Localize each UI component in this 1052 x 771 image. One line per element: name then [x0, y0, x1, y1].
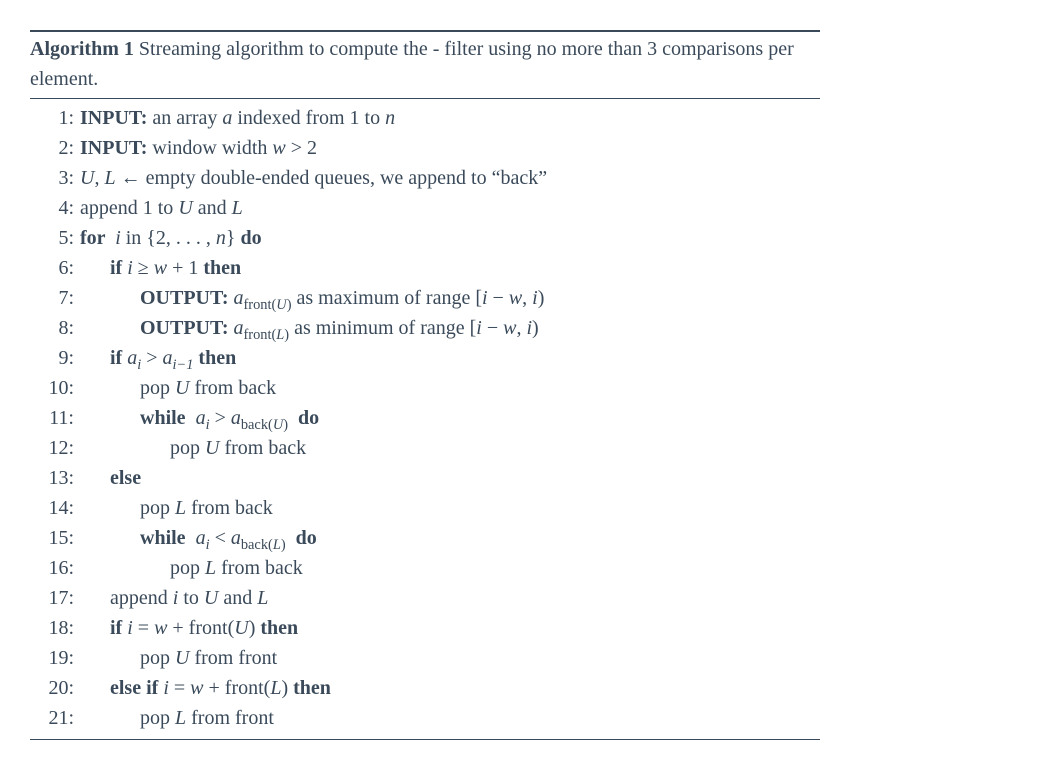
- line-number: 14:: [30, 493, 80, 523]
- algorithm-line: 4:append 1 to U and L: [30, 193, 820, 223]
- algorithm-line: 19:pop U from front: [30, 643, 820, 673]
- line-number: 1:: [30, 103, 80, 133]
- line-content: pop L from back: [80, 493, 273, 523]
- algorithm-line: 12:pop U from back: [30, 433, 820, 463]
- line-number: 2:: [30, 133, 80, 163]
- algorithm-line: 11:while ai > aback(U) do: [30, 403, 820, 433]
- algorithm-caption: Algorithm 1 Streaming algorithm to compu…: [30, 32, 820, 98]
- algorithm-block: Algorithm 1 Streaming algorithm to compu…: [30, 30, 820, 740]
- line-content: INPUT: window width w > 2: [80, 133, 317, 163]
- algorithm-line: 10:pop U from back: [30, 373, 820, 403]
- line-content: OUTPUT: afront(L) as minimum of range [i…: [80, 313, 539, 343]
- line-number: 10:: [30, 373, 80, 403]
- algorithm-line: 1:INPUT: an array a indexed from 1 to n: [30, 103, 820, 133]
- caption-text-1: Streaming algorithm to compute the: [134, 38, 433, 60]
- line-number: 19:: [30, 643, 80, 673]
- line-number: 3:: [30, 163, 80, 193]
- algorithm-line: 20:else if i = w + front(L) then: [30, 673, 820, 703]
- line-number: 8:: [30, 313, 80, 343]
- line-content: if i = w + front(U) then: [80, 613, 298, 643]
- line-content: pop U from back: [80, 373, 276, 403]
- line-content: while ai > aback(U) do: [80, 403, 319, 433]
- line-number: 21:: [30, 703, 80, 733]
- algorithm-line: 8:OUTPUT: afront(L) as minimum of range …: [30, 313, 820, 343]
- line-content: append 1 to U and L: [80, 193, 243, 223]
- line-number: 11:: [30, 403, 80, 433]
- algorithm-line: 3:U, L ← empty double-ended queues, we a…: [30, 163, 820, 193]
- line-content: pop U from back: [80, 433, 306, 463]
- line-number: 18:: [30, 613, 80, 643]
- algorithm-label: Algorithm 1: [30, 38, 134, 60]
- line-content: pop L from front: [80, 703, 274, 733]
- algorithm-line: 17:append i to U and L: [30, 583, 820, 613]
- algorithm-line: 15:while ai < aback(L) do: [30, 523, 820, 553]
- line-number: 16:: [30, 553, 80, 583]
- algorithm-line: 7:OUTPUT: afront(U) as maximum of range …: [30, 283, 820, 313]
- algorithm-line: 9:if ai > ai−1 then: [30, 343, 820, 373]
- line-content: if ai > ai−1 then: [80, 343, 236, 373]
- line-content: for i in {2, . . . , n} do: [80, 223, 262, 253]
- line-content: if i ≥ w + 1 then: [80, 253, 241, 283]
- line-content: OUTPUT: afront(U) as maximum of range [i…: [80, 283, 544, 313]
- line-content: else if i = w + front(L) then: [80, 673, 331, 703]
- algorithm-lines: 1:INPUT: an array a indexed from 1 to n2…: [30, 99, 820, 739]
- algorithm-line: 16:pop L from back: [30, 553, 820, 583]
- line-number: 13:: [30, 463, 80, 493]
- line-number: 9:: [30, 343, 80, 373]
- line-number: 12:: [30, 433, 80, 463]
- line-number: 15:: [30, 523, 80, 553]
- line-content: pop U from front: [80, 643, 277, 673]
- line-number: 6:: [30, 253, 80, 283]
- line-number: 4:: [30, 193, 80, 223]
- line-content: U, L ← empty double-ended queues, we app…: [80, 163, 547, 193]
- algorithm-line: 21:pop L from front: [30, 703, 820, 733]
- algorithm-line: 5:for i in {2, . . . , n} do: [30, 223, 820, 253]
- algorithm-line: 6:if i ≥ w + 1 then: [30, 253, 820, 283]
- line-number: 20:: [30, 673, 80, 703]
- algorithm-line: 2:INPUT: window width w > 2: [30, 133, 820, 163]
- algorithm-line: 18:if i = w + front(U) then: [30, 613, 820, 643]
- line-number: 5:: [30, 223, 80, 253]
- line-content: else: [80, 463, 141, 493]
- algorithm-line: 13:else: [30, 463, 820, 493]
- line-content: append i to U and L: [80, 583, 268, 613]
- algorithm-line: 14:pop L from back: [30, 493, 820, 523]
- line-number: 17:: [30, 583, 80, 613]
- line-content: pop L from back: [80, 553, 303, 583]
- line-content: while ai < aback(L) do: [80, 523, 317, 553]
- line-content: INPUT: an array a indexed from 1 to n: [80, 103, 395, 133]
- line-number: 7:: [30, 283, 80, 313]
- bottom-rule: [30, 739, 820, 740]
